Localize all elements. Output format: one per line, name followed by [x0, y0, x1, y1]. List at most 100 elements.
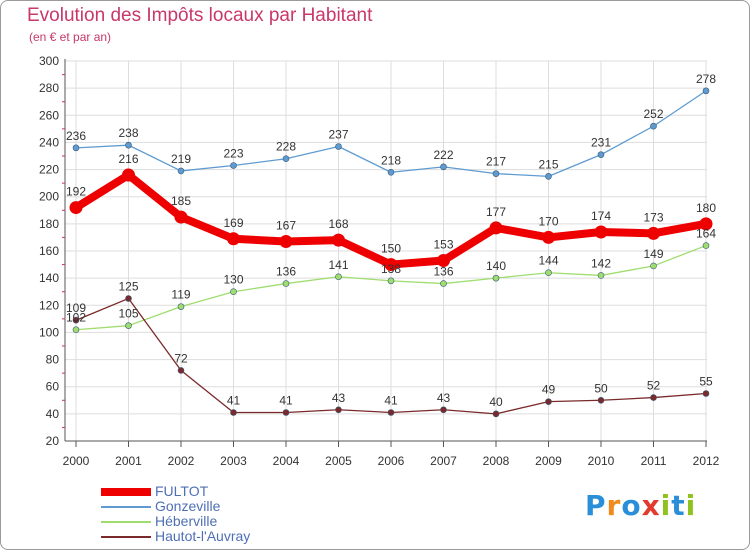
x-tick-label: 2001	[115, 454, 142, 468]
data-point-hautot-l-auvray	[387, 409, 395, 416]
data-label-gonzeville: 215	[538, 157, 558, 171]
logo-letter: t	[671, 489, 686, 522]
data-label-hautot-l-auvray: 41	[384, 394, 398, 408]
legend-item: Hautot-l'Auvray	[101, 528, 321, 544]
data-point-h-berville	[335, 273, 342, 281]
data-point-fultot	[69, 201, 83, 215]
data-point-gonzeville	[545, 173, 552, 180]
data-label-h-berville: 164	[696, 227, 716, 241]
legend-swatch	[101, 506, 151, 508]
x-tick-label: 2002	[168, 454, 195, 468]
data-point-hautot-l-auvray	[440, 406, 447, 414]
data-label-hautot-l-auvray: 55	[699, 375, 713, 389]
data-label-gonzeville: 217	[486, 155, 506, 169]
data-point-h-berville	[72, 326, 80, 334]
data-point-gonzeville	[282, 155, 290, 163]
data-label-hautot-l-auvray: 50	[594, 381, 608, 395]
y-tick-label: 60	[46, 380, 60, 394]
y-tick-label: 180	[39, 217, 59, 231]
data-label-hautot-l-auvray: 40	[489, 395, 503, 409]
y-tick-label: 200	[39, 190, 59, 204]
data-label-gonzeville: 223	[223, 147, 243, 161]
legend-label: FULTOT	[155, 483, 209, 499]
data-label-fultot: 167	[276, 219, 296, 233]
data-label-fultot: 216	[118, 152, 138, 166]
y-tick-label: 240	[39, 135, 59, 149]
data-label-fultot: 173	[643, 210, 663, 224]
data-label-hautot-l-auvray: 43	[332, 391, 346, 405]
legend-item: Gonzeville	[101, 498, 321, 514]
data-label-fultot: 192	[66, 185, 86, 199]
data-label-gonzeville: 218	[381, 153, 401, 167]
data-point-fultot	[437, 254, 450, 267]
data-point-h-berville	[440, 280, 447, 287]
data-label-h-berville: 140	[486, 259, 506, 273]
data-label-hautot-l-auvray: 109	[66, 301, 86, 315]
data-label-gonzeville: 236	[66, 129, 86, 143]
data-label-hautot-l-auvray: 72	[174, 351, 188, 365]
data-label-h-berville: 141	[328, 258, 348, 272]
data-point-hautot-l-auvray	[650, 394, 657, 401]
x-tick-label: 2005	[325, 454, 352, 468]
data-label-hautot-l-auvray: 52	[647, 379, 661, 393]
data-point-fultot	[332, 233, 345, 247]
x-tick-label: 2010	[588, 454, 615, 468]
data-label-hautot-l-auvray: 125	[118, 280, 138, 294]
logo-letter: r	[606, 489, 622, 522]
data-point-gonzeville	[177, 167, 185, 175]
data-label-h-berville: 136	[433, 265, 453, 279]
data-label-gonzeville: 228	[276, 140, 296, 154]
data-label-hautot-l-auvray: 49	[542, 383, 556, 397]
y-tick-label: 220	[39, 163, 59, 177]
y-tick-label: 120	[39, 298, 59, 312]
data-point-h-berville	[387, 277, 395, 285]
data-point-hautot-l-auvray	[335, 406, 342, 414]
logo-letter: i	[685, 489, 697, 522]
y-tick-label: 20	[46, 434, 60, 448]
x-tick-label: 2006	[378, 454, 405, 468]
x-tick-label: 2012	[693, 454, 720, 468]
data-label-h-berville: 119	[171, 288, 190, 302]
data-point-fultot	[227, 232, 240, 246]
data-point-hautot-l-auvray	[125, 295, 132, 302]
data-point-hautot-l-auvray	[702, 390, 710, 397]
data-point-h-berville	[177, 303, 185, 310]
data-label-fultot: 169	[223, 216, 243, 230]
data-label-gonzeville: 219	[171, 152, 191, 166]
data-label-fultot: 180	[696, 201, 716, 215]
y-tick-label: 40	[46, 407, 60, 421]
y-tick-label: 140	[39, 271, 59, 285]
legend-swatch	[101, 536, 151, 538]
data-point-gonzeville	[125, 141, 132, 149]
data-point-h-berville	[650, 262, 657, 270]
data-label-fultot: 185	[171, 194, 191, 208]
x-tick-label: 2003	[220, 454, 247, 468]
data-label-gonzeville: 231	[591, 136, 611, 150]
data-label-gonzeville: 278	[696, 72, 716, 86]
data-point-h-berville	[125, 322, 132, 329]
data-point-hautot-l-auvray	[282, 409, 290, 416]
data-point-h-berville	[492, 274, 500, 282]
data-label-h-berville: 138	[381, 262, 401, 276]
data-label-hautot-l-auvray: 41	[227, 394, 241, 408]
chart-title: Evolution des Impôts locaux par Habitant	[27, 5, 373, 26]
x-tick-label: 2008	[483, 454, 510, 468]
logo-letter: o	[621, 489, 642, 522]
data-point-gonzeville	[597, 151, 605, 158]
data-point-hautot-l-auvray	[492, 410, 500, 418]
data-point-fultot	[542, 230, 555, 244]
logo-letter: i	[660, 489, 672, 522]
data-label-gonzeville: 238	[118, 126, 138, 140]
data-point-hautot-l-auvray	[545, 398, 552, 405]
data-point-fultot	[647, 226, 660, 240]
data-point-fultot	[699, 217, 713, 231]
data-label-h-berville: 149	[643, 247, 663, 261]
data-point-gonzeville	[440, 163, 447, 171]
data-label-h-berville: 102	[66, 311, 86, 325]
data-point-hautot-l-auvray	[177, 367, 185, 374]
data-label-h-berville: 130	[223, 273, 243, 287]
x-tick-label: 2000	[63, 454, 90, 468]
data-label-h-berville: 144	[538, 254, 558, 268]
data-point-gonzeville	[387, 168, 395, 176]
